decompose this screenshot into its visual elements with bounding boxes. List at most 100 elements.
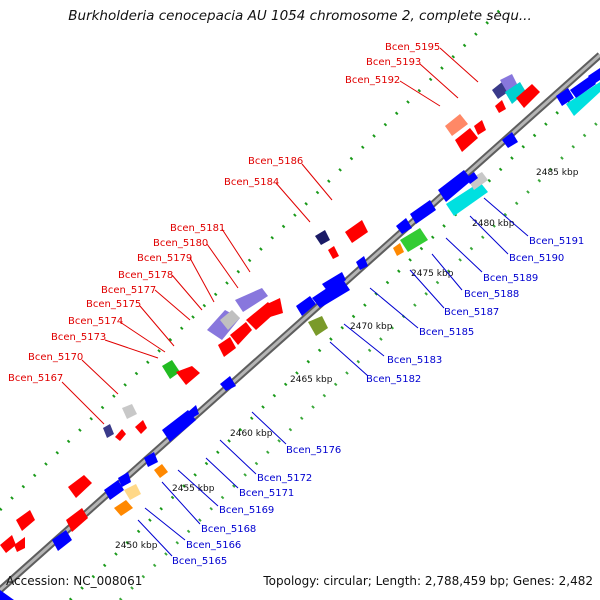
gene-label: Bcen_5169 <box>219 505 274 516</box>
gene-shape <box>230 322 252 345</box>
gene-label: Bcen_5170 <box>28 352 83 363</box>
gene-shape <box>396 218 412 234</box>
gene-shape <box>103 424 114 438</box>
gene-shape <box>438 170 472 202</box>
gene-label: Bcen_5172 <box>257 473 312 484</box>
gene-shape <box>162 410 196 442</box>
leader-lines <box>61 47 479 425</box>
gene-shape <box>16 510 35 531</box>
gene-shape <box>556 88 574 106</box>
gene-shape <box>474 120 486 135</box>
gene-label: Bcen_5185 <box>419 327 474 338</box>
gene-shape <box>220 376 236 391</box>
gene-label: Bcen_5180 <box>153 238 208 249</box>
gene-shape <box>52 530 72 551</box>
gene-shape <box>144 452 158 467</box>
gene-label: Bcen_5181 <box>170 223 225 234</box>
gene-shape <box>218 337 236 357</box>
gene-shape <box>0 590 14 600</box>
gene-shape <box>104 480 124 500</box>
scale-label: 2470 kbp <box>350 322 393 332</box>
reverse-genes <box>0 68 600 600</box>
gene-shape <box>328 246 339 259</box>
gene-shape <box>445 114 468 136</box>
gene-shape <box>308 316 328 336</box>
gene-labels-right: Bcen_5165 Bcen_5166 Bcen_5168 Bcen_5169 … <box>172 236 584 567</box>
gene-shape <box>115 429 126 441</box>
gene-shape <box>162 360 180 379</box>
gene-shape <box>455 128 478 152</box>
gene-shape <box>505 82 526 104</box>
gene-label: Bcen_5166 <box>186 540 241 551</box>
gene-shape <box>322 272 346 292</box>
gene-label: Bcen_5187 <box>444 307 499 318</box>
gene-labels-left: Bcen_5167 Bcen_5170 Bcen_5173 Bcen_5174 … <box>8 42 440 384</box>
gene-shape <box>296 296 316 316</box>
scale-label: 2475 kbp <box>411 269 454 279</box>
gene-shape <box>312 278 350 308</box>
gene-label: Bcen_5171 <box>239 488 294 499</box>
gene-label: Bcen_5184 <box>224 177 279 188</box>
scale-label: 2485 kbp <box>536 168 579 178</box>
gene-label: Bcen_5182 <box>366 374 421 385</box>
gene-label: Bcen_5186 <box>248 156 303 167</box>
gene-shape <box>345 220 368 243</box>
gene-shape <box>122 404 137 419</box>
accession-label: Accession: NC_008061 <box>6 574 143 588</box>
gene-shape <box>154 464 168 478</box>
gene-label: Bcen_5190 <box>509 253 564 264</box>
scale-label: 2455 kbp <box>172 484 215 494</box>
gene-shape <box>566 82 600 116</box>
gene-shape <box>14 537 25 552</box>
gene-shape <box>66 508 88 532</box>
gene-shape <box>446 182 488 216</box>
gene-label: Bcen_5177 <box>101 285 156 296</box>
gene-label: Bcen_5183 <box>387 355 442 366</box>
scale-labels: 2450 kbp 2455 kbp 2460 kbp 2465 kbp 2470… <box>115 168 579 551</box>
genome-summary: Topology: circular; Length: 2,788,459 bp… <box>263 574 593 588</box>
gene-label: Bcen_5167 <box>8 373 63 384</box>
gene-shape <box>315 230 330 245</box>
gene-label: Bcen_5195 <box>385 42 440 53</box>
leader-lines-right <box>137 197 529 557</box>
gene-shape <box>502 132 518 148</box>
gene-shape <box>466 172 478 184</box>
gene-label: Bcen_5165 <box>172 556 227 567</box>
gene-shape <box>220 310 240 330</box>
scale-label: 2465 kbp <box>290 375 333 385</box>
gene-label: Bcen_5179 <box>137 253 192 264</box>
gene-label: Bcen_5188 <box>464 289 519 300</box>
gene-label: Bcen_5176 <box>286 445 341 456</box>
gene-shape <box>393 243 404 256</box>
gene-shape <box>118 472 131 487</box>
gene-shape <box>135 420 147 434</box>
gene-label: Bcen_5193 <box>366 57 421 68</box>
scale-label: 2480 kbp <box>472 219 515 229</box>
gene-shape <box>468 172 488 190</box>
scale-label: 2450 kbp <box>115 541 158 551</box>
map-title: Burkholderia cenocepacia AU 1054 chromos… <box>68 8 532 24</box>
gene-shape <box>410 200 436 224</box>
gene-shape <box>495 100 506 113</box>
gene-shape <box>265 298 283 317</box>
forward-genes <box>0 74 540 553</box>
gene-shape <box>235 288 268 312</box>
gene-shape <box>570 76 596 98</box>
gene-shape <box>188 405 199 418</box>
backbone <box>0 52 600 593</box>
gene-label: Bcen_5168 <box>201 524 256 535</box>
gene-label: Bcen_5191 <box>529 236 584 247</box>
gene-label: Bcen_5192 <box>345 75 400 86</box>
gene-shape <box>68 475 92 498</box>
gene-label: Bcen_5178 <box>118 270 173 281</box>
gene-shape <box>400 228 428 252</box>
gene-label: Bcen_5175 <box>86 299 141 310</box>
scale-label: 2460 kbp <box>230 429 273 439</box>
dotted-rings <box>0 8 600 600</box>
gene-shape <box>516 84 540 108</box>
gene-shape <box>114 500 133 516</box>
gene-shape <box>124 484 141 500</box>
gene-shape <box>176 366 200 385</box>
gene-shape <box>588 68 600 84</box>
